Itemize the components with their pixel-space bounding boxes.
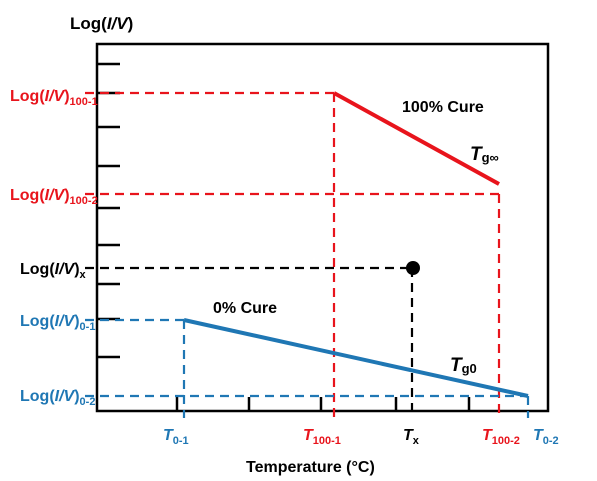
label-0-cure: 0% Cure	[213, 300, 277, 317]
line-0-cure	[183, 318, 529, 398]
label-100-cure: 100% Cure	[402, 99, 484, 116]
y-labels: Log(I/V)100-1 Log(I/V)100-2 Log(I/V)x Lo…	[10, 88, 98, 408]
x-label-t-100-1: T100-1	[303, 427, 341, 447]
black-guides	[85, 266, 414, 418]
blue-guides	[85, 318, 530, 418]
label-tg0: Tg0	[450, 355, 477, 376]
label-tg-inf: Tg∞	[470, 144, 499, 165]
plot-frame	[95, 42, 550, 413]
x-axis-ticks	[175, 397, 471, 411]
x-label-t-0-2: T0-2	[533, 427, 559, 447]
line-100-cure	[333, 91, 500, 186]
y-label-log-100-2: Log(I/V)100-2	[10, 187, 98, 207]
y-axis-title: Log(I/V)	[70, 14, 133, 33]
y-label-log-100-1: Log(I/V)100-1	[10, 88, 98, 108]
x-axis-title: Temperature (°C)	[246, 459, 375, 476]
red-guides	[85, 91, 501, 418]
x-label-t-x: Tx	[403, 427, 420, 447]
y-axis-ticks	[97, 62, 120, 359]
y-label-log-x: Log(I/V)x	[20, 261, 87, 281]
point-x	[406, 261, 420, 275]
y-label-log-0-2: Log(I/V)0-2	[20, 388, 95, 408]
x-label-t-0-1: T0-1	[163, 427, 189, 447]
x-labels: T0-1 T100-1 Tx T100-2 T0-2	[163, 427, 559, 447]
y-label-log-0-1: Log(I/V)0-1	[20, 313, 95, 333]
x-label-t-100-2: T100-2	[482, 427, 520, 447]
